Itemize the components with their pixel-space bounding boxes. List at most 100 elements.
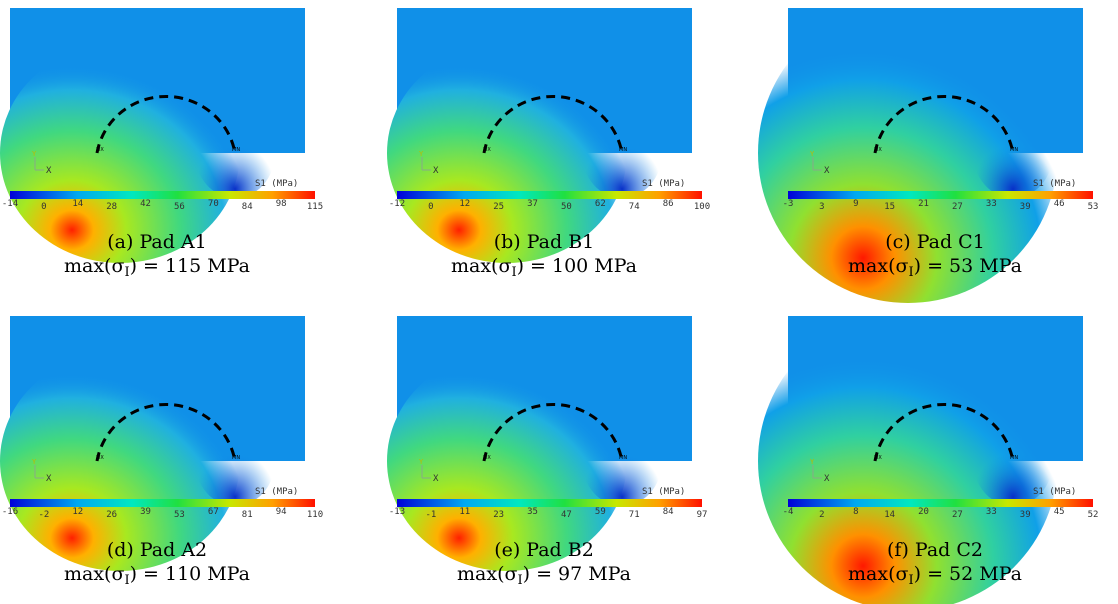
colorbar-label: 59 [595,507,606,517]
colorbar-label: 0 [41,202,46,212]
max-marker: MX [483,147,491,153]
triad-y: Y [419,150,424,158]
triad-y: Y [32,150,37,158]
colorbar-label: 74 [629,202,640,212]
colorbar-label: 12 [72,507,83,517]
colorbar-label: 110 [307,510,323,520]
caption-label: (e) Pad B2 [494,539,594,561]
colorbar-label: 28 [106,202,117,212]
colorbar-label: 35 [527,507,538,517]
triad-x: X [433,474,439,484]
colorbar-label: 50 [561,202,572,212]
colorbar-label: 70 [208,199,219,209]
colorbar-label: 20 [918,507,929,517]
low-stress [582,416,662,506]
colorbar-label: 86 [663,199,674,209]
min-marker: MN [1010,455,1018,461]
subfigure: MX MN Y X S1 (MPa) -4 2 8 14 20 27 33 39 45 52 (f) Pad … [758,311,1098,604]
colorbar-label: 94 [276,507,287,517]
colorbar-label: 81 [242,510,253,520]
colorbar [10,191,315,199]
colorbar-label: 23 [493,510,504,520]
colorbar-label: 97 [697,510,708,520]
colorbar [397,191,702,199]
colorbar-title: S1 (MPa) [642,487,685,497]
colorbar-label: -4 [783,507,794,517]
colorbar-title: S1 (MPa) [1033,179,1076,189]
colorbar-label: 56 [174,202,185,212]
caption-max: max(σI) = 115 MPa [64,255,250,280]
low-stress [195,416,275,506]
max-sub: I [908,265,913,280]
max-rhs: ) = 97 MPa [523,563,631,585]
pad-outline [873,403,1015,462]
colorbar-label: 8 [853,507,858,517]
max-rhs: ) = 53 MPa [914,255,1022,277]
max-sub: I [517,573,522,588]
colorbar-label: 0 [428,202,433,212]
min-marker: MN [619,455,627,461]
caption-max: max(σI) = 52 MPa [848,563,1022,588]
low-stress [195,108,275,198]
triad-x: X [824,166,830,176]
colorbar-title: S1 (MPa) [255,179,298,189]
colorbar-label: 84 [242,202,253,212]
subfigure: MX MN Y X S1 (MPa) -13 -1 11 23 35 47 59 71 84 97 (e) P… [387,316,707,588]
colorbar-label: 3 [819,202,824,212]
colorbar-title: S1 (MPa) [1033,487,1076,497]
colorbar [788,191,1093,199]
max-sub: I [124,573,129,588]
max-lhs: max(σ [457,563,517,585]
colorbar-label: 9 [853,199,858,209]
low-stress [973,108,1053,198]
triad-x: X [433,166,439,176]
caption-label: (c) Pad C1 [885,231,985,253]
max-marker: MX [483,455,491,461]
min-marker: MN [1010,147,1018,153]
max-lhs: max(σ [451,255,511,277]
colorbar-title: S1 (MPa) [642,179,685,189]
colorbar-label: 39 [1020,510,1031,520]
max-rhs: ) = 100 MPa [517,255,637,277]
colorbar-label: -3 [783,199,794,209]
colorbar-label: 67 [208,507,219,517]
colorbar-label: 71 [629,510,640,520]
max-marker: MX [96,455,104,461]
colorbar-label: 39 [1020,202,1031,212]
colorbar-label: -14 [2,199,18,209]
max-sub: I [908,573,913,588]
subfigure: MX MN Y X S1 (MPa) -12 0 12 25 37 50 62 74 86 100 (b) P… [387,8,710,280]
colorbar-label: 14 [884,510,895,520]
max-lhs: max(σ [64,563,124,585]
colorbar-label: -16 [2,507,18,517]
max-lhs: max(σ [64,255,124,277]
colorbar [397,499,702,507]
colorbar-label: 27 [952,202,963,212]
colorbar-label: 25 [493,202,504,212]
low-stress [582,108,662,198]
caption-max: max(σI) = 110 MPa [64,563,250,588]
colorbar-label: -1 [425,510,436,520]
colorbar-label: -2 [38,510,49,520]
caption-label: (f) Pad C2 [887,539,983,561]
colorbar-label: 2 [819,510,824,520]
colorbar-label: 21 [918,199,929,209]
colorbar-label: 11 [459,507,470,517]
triad-y: Y [810,150,815,158]
max-marker: MX [96,147,104,153]
max-lhs: max(σ [848,255,908,277]
triad-y: Y [419,458,424,466]
colorbar-title: S1 (MPa) [255,487,298,497]
colorbar-label: 39 [140,507,151,517]
caption-label: (a) Pad A1 [107,231,206,253]
colorbar-label: 15 [884,202,895,212]
colorbar [10,499,315,507]
pad-outline [95,403,237,462]
min-marker: MN [232,455,240,461]
colorbar-label: 98 [276,199,287,209]
pad-outline [482,403,624,462]
low-stress [973,416,1053,506]
triad-x: X [824,474,830,484]
caption-label: (d) Pad A2 [107,539,207,561]
max-lhs: max(σ [848,563,908,585]
